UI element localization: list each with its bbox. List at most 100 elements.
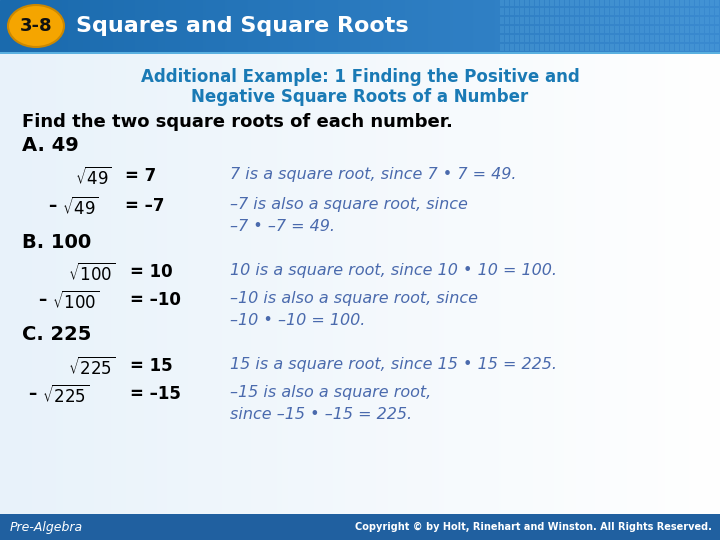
Bar: [284, 54, 285, 514]
Bar: [35, 54, 36, 514]
Bar: [190, 0, 191, 52]
Bar: [505, 0, 509, 6]
Bar: [132, 0, 133, 52]
Bar: [434, 54, 435, 514]
Bar: [143, 0, 144, 52]
Bar: [341, 0, 342, 52]
Bar: [497, 54, 498, 514]
Bar: [378, 0, 379, 52]
Bar: [50, 54, 51, 514]
Bar: [607, 0, 608, 52]
Bar: [205, 54, 206, 514]
Bar: [451, 54, 452, 514]
Bar: [279, 54, 280, 514]
Bar: [249, 54, 250, 514]
Bar: [333, 54, 334, 514]
Bar: [14, 0, 15, 52]
Bar: [184, 0, 185, 52]
Bar: [44, 54, 45, 514]
Bar: [148, 54, 149, 514]
Bar: [610, 35, 614, 42]
Bar: [437, 0, 438, 52]
Bar: [186, 54, 187, 514]
Bar: [83, 0, 84, 52]
Bar: [570, 35, 574, 42]
Bar: [700, 35, 704, 42]
Bar: [615, 35, 619, 42]
Text: $\sqrt{100}$: $\sqrt{100}$: [52, 291, 99, 313]
Bar: [673, 54, 674, 514]
Bar: [366, 54, 367, 514]
Bar: [250, 0, 251, 52]
Bar: [13, 0, 14, 52]
Bar: [130, 0, 131, 52]
Bar: [432, 54, 433, 514]
Bar: [619, 0, 620, 52]
Bar: [554, 0, 555, 52]
Bar: [22, 54, 23, 514]
Bar: [493, 0, 494, 52]
Bar: [139, 54, 140, 514]
Bar: [270, 54, 271, 514]
Bar: [544, 0, 545, 52]
Bar: [678, 0, 679, 52]
Bar: [700, 0, 704, 6]
Bar: [560, 54, 561, 514]
Bar: [665, 54, 666, 514]
Bar: [183, 54, 184, 514]
Bar: [88, 54, 89, 514]
Bar: [45, 54, 46, 514]
Bar: [315, 0, 316, 52]
Bar: [382, 0, 383, 52]
Bar: [700, 0, 701, 52]
Bar: [532, 54, 533, 514]
Bar: [477, 54, 478, 514]
Bar: [179, 54, 180, 514]
Bar: [31, 54, 32, 514]
Bar: [234, 54, 235, 514]
Bar: [384, 0, 385, 52]
Bar: [670, 54, 671, 514]
Bar: [360, 54, 361, 514]
Bar: [500, 17, 504, 24]
Bar: [348, 54, 349, 514]
Bar: [527, 0, 528, 52]
Bar: [376, 0, 377, 52]
Bar: [261, 0, 262, 52]
Bar: [209, 54, 210, 514]
Bar: [526, 54, 527, 514]
Bar: [186, 0, 187, 52]
Bar: [11, 0, 12, 52]
Bar: [625, 0, 629, 6]
Bar: [705, 54, 706, 514]
Bar: [111, 54, 112, 514]
Bar: [433, 54, 434, 514]
Bar: [373, 54, 374, 514]
Bar: [630, 8, 634, 15]
Bar: [712, 0, 713, 52]
Bar: [535, 8, 539, 15]
Bar: [220, 54, 221, 514]
Bar: [390, 54, 391, 514]
Bar: [511, 0, 512, 52]
Bar: [662, 0, 663, 52]
Bar: [150, 54, 151, 514]
Bar: [75, 0, 76, 52]
Bar: [719, 0, 720, 52]
Bar: [260, 54, 261, 514]
Bar: [277, 54, 278, 514]
Bar: [637, 0, 638, 52]
Bar: [570, 44, 574, 51]
Bar: [489, 0, 490, 52]
Bar: [655, 44, 659, 51]
Bar: [675, 8, 679, 15]
Bar: [155, 54, 156, 514]
Bar: [175, 54, 176, 514]
Bar: [482, 54, 483, 514]
Bar: [590, 44, 594, 51]
Bar: [281, 0, 282, 52]
Bar: [520, 0, 524, 6]
Bar: [640, 8, 644, 15]
Bar: [704, 54, 705, 514]
Bar: [605, 0, 606, 52]
